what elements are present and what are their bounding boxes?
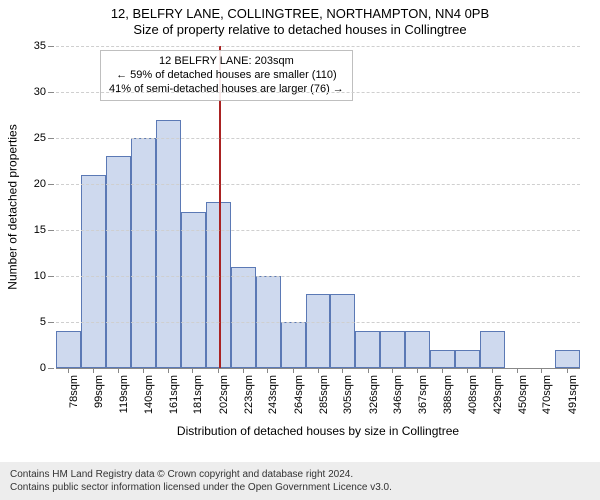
chart-titles: 12, BELFRY LANE, COLLINGTREE, NORTHAMPTO… bbox=[0, 0, 600, 37]
x-tick-label: 243sqm bbox=[267, 375, 279, 414]
x-tick-label: 470sqm bbox=[541, 375, 553, 414]
y-tick-label: 30 bbox=[34, 86, 46, 98]
y-tick-mark bbox=[48, 230, 54, 231]
x-tick-mark bbox=[517, 368, 518, 373]
x-tick-mark bbox=[392, 368, 393, 373]
x-tick-label: 450sqm bbox=[517, 375, 529, 414]
x-tick-mark bbox=[243, 368, 244, 373]
y-tick-mark bbox=[48, 46, 54, 47]
annotation-line1: 12 BELFRY LANE: 203sqm bbox=[109, 55, 344, 69]
x-axis-label: Distribution of detached houses by size … bbox=[56, 424, 580, 438]
bar bbox=[131, 138, 156, 368]
x-tick-label: 181sqm bbox=[192, 375, 204, 414]
bar bbox=[455, 350, 480, 368]
y-tick-label: 25 bbox=[34, 132, 46, 144]
x-tick-label: 346sqm bbox=[392, 375, 404, 414]
bar bbox=[380, 331, 405, 368]
x-tick-label: 491sqm bbox=[567, 375, 579, 414]
x-tick-label: 99sqm bbox=[93, 375, 105, 408]
y-tick-mark bbox=[48, 92, 54, 93]
bar bbox=[81, 175, 106, 368]
y-axis-ticks: 05101520253035 bbox=[0, 46, 56, 368]
y-tick-label: 20 bbox=[34, 178, 46, 190]
bar bbox=[56, 331, 81, 368]
x-tick-mark bbox=[492, 368, 493, 373]
x-tick-label: 161sqm bbox=[168, 375, 180, 414]
bar bbox=[555, 350, 580, 368]
y-tick-mark bbox=[48, 138, 54, 139]
grid-line bbox=[56, 230, 580, 231]
x-tick-mark bbox=[192, 368, 193, 373]
y-tick-mark bbox=[48, 276, 54, 277]
x-tick-label: 285sqm bbox=[318, 375, 330, 414]
x-tick-label: 202sqm bbox=[218, 375, 230, 414]
x-tick-label: 429sqm bbox=[492, 375, 504, 414]
grid-line bbox=[56, 276, 580, 277]
x-tick-label: 78sqm bbox=[68, 375, 80, 408]
bar bbox=[231, 267, 256, 368]
bar bbox=[156, 120, 181, 368]
bar bbox=[306, 294, 331, 368]
x-tick-mark bbox=[118, 368, 119, 373]
x-tick-mark bbox=[218, 368, 219, 373]
chart-subtitle: Size of property relative to detached ho… bbox=[0, 22, 600, 37]
bar bbox=[405, 331, 430, 368]
grid-line bbox=[56, 138, 580, 139]
bar bbox=[106, 156, 131, 368]
bar bbox=[355, 331, 380, 368]
x-tick-label: 140sqm bbox=[143, 375, 155, 414]
x-tick-mark bbox=[267, 368, 268, 373]
x-tick-mark bbox=[417, 368, 418, 373]
x-tick-mark bbox=[68, 368, 69, 373]
y-tick-label: 35 bbox=[34, 40, 46, 52]
x-tick-mark bbox=[93, 368, 94, 373]
y-tick-label: 0 bbox=[40, 362, 46, 374]
footer-line2: Contains public sector information licen… bbox=[10, 481, 590, 494]
bar bbox=[281, 322, 306, 368]
footer-line1: Contains HM Land Registry data © Crown c… bbox=[10, 468, 590, 481]
bar bbox=[480, 331, 505, 368]
y-tick-label: 15 bbox=[34, 224, 46, 236]
bar bbox=[430, 350, 455, 368]
x-tick-label: 408sqm bbox=[467, 375, 479, 414]
x-tick-label: 223sqm bbox=[243, 375, 255, 414]
x-tick-mark bbox=[168, 368, 169, 373]
x-tick-mark bbox=[342, 368, 343, 373]
grid-line bbox=[56, 184, 580, 185]
y-tick-mark bbox=[48, 368, 54, 369]
x-tick-label: 119sqm bbox=[118, 375, 130, 413]
chart: Number of detached properties 0510152025… bbox=[0, 42, 600, 450]
y-tick-mark bbox=[48, 184, 54, 185]
bar bbox=[181, 212, 206, 368]
x-tick-label: 264sqm bbox=[293, 375, 305, 414]
x-tick-mark bbox=[368, 368, 369, 373]
x-tick-label: 388sqm bbox=[442, 375, 454, 414]
x-tick-mark bbox=[567, 368, 568, 373]
x-tick-mark bbox=[318, 368, 319, 373]
x-tick-label: 367sqm bbox=[417, 375, 429, 414]
x-tick-label: 305sqm bbox=[342, 375, 354, 414]
y-tick-label: 5 bbox=[40, 316, 46, 328]
chart-title: 12, BELFRY LANE, COLLINGTREE, NORTHAMPTO… bbox=[0, 6, 600, 21]
annotation-line3: 41% of semi-detached houses are larger (… bbox=[109, 83, 344, 97]
footer: Contains HM Land Registry data © Crown c… bbox=[0, 462, 600, 500]
x-tick-label: 326sqm bbox=[368, 375, 380, 414]
x-tick-mark bbox=[541, 368, 542, 373]
plot-area: 12 BELFRY LANE: 203sqm ← 59% of detached… bbox=[56, 46, 580, 369]
bar bbox=[330, 294, 355, 368]
x-tick-mark bbox=[143, 368, 144, 373]
annotation-box: 12 BELFRY LANE: 203sqm ← 59% of detached… bbox=[100, 50, 353, 101]
grid-line bbox=[56, 92, 580, 93]
grid-line bbox=[56, 322, 580, 323]
x-tick-mark bbox=[442, 368, 443, 373]
annotation-line2: ← 59% of detached houses are smaller (11… bbox=[109, 69, 344, 83]
y-tick-label: 10 bbox=[34, 270, 46, 282]
x-tick-mark bbox=[467, 368, 468, 373]
y-tick-mark bbox=[48, 322, 54, 323]
x-tick-mark bbox=[293, 368, 294, 373]
grid-line bbox=[56, 46, 580, 47]
